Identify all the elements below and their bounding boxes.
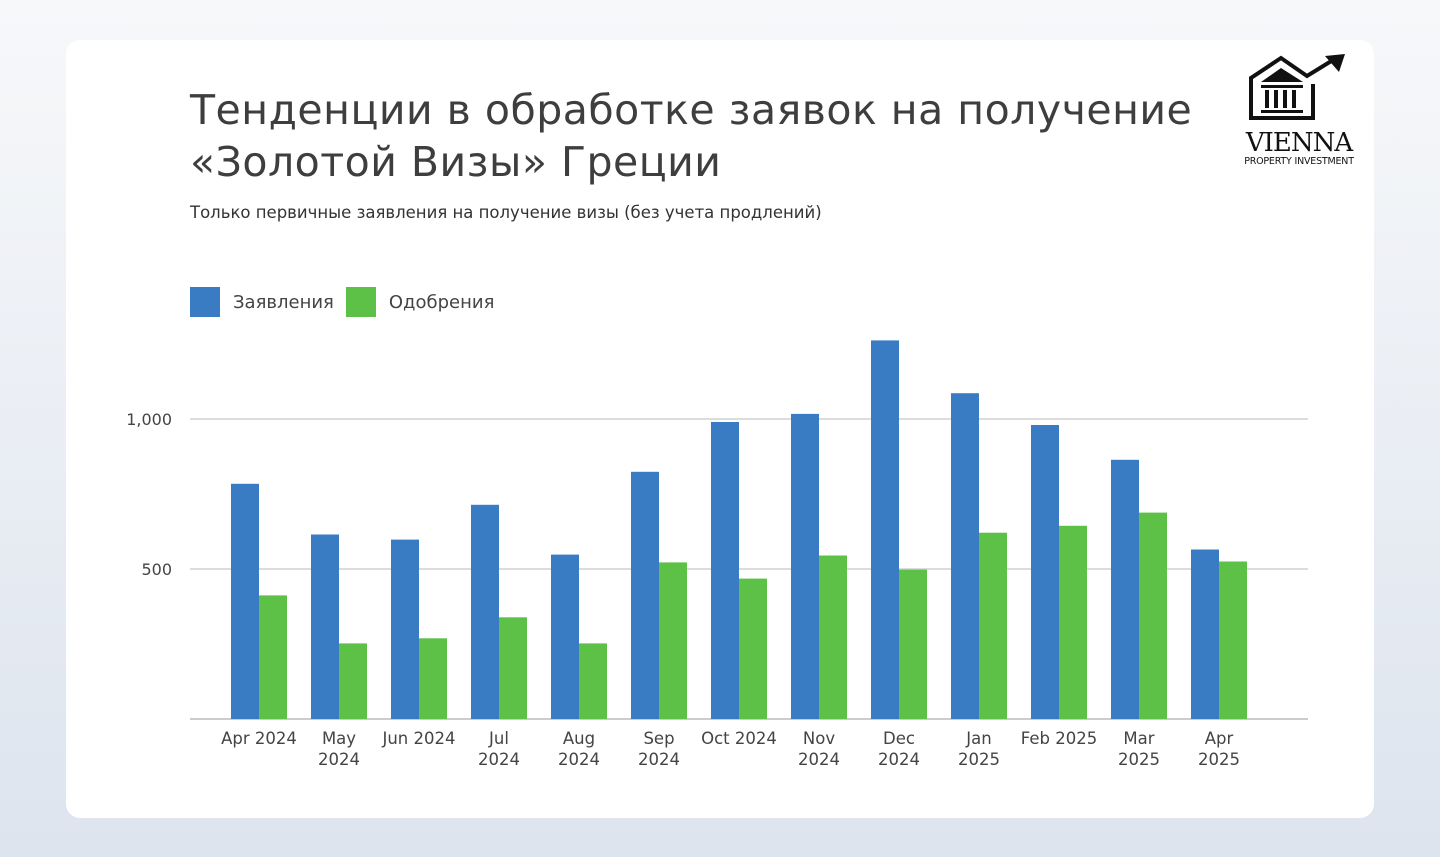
chart-title: Тенденции в обработке заявок на получени…: [190, 86, 1193, 186]
bar-approvals: [259, 595, 287, 719]
x-tick-label: Nov: [803, 729, 835, 748]
legend-swatch-applications: [190, 287, 220, 317]
bar-applications: [1191, 549, 1219, 719]
bar-approvals: [499, 617, 527, 719]
bar-applications: [1031, 425, 1059, 719]
x-tick-label: 2024: [798, 750, 840, 769]
x-tick-label: 2024: [318, 750, 360, 769]
x-tick-label: Jul: [488, 729, 509, 748]
x-tick-label: 2025: [1198, 750, 1240, 769]
bar-applications: [471, 504, 499, 719]
bar-applications: [551, 554, 579, 719]
x-tick-label: Oct 2024: [701, 729, 777, 748]
bar-applications: [311, 534, 339, 719]
x-tick-label: Feb 2025: [1021, 729, 1097, 748]
x-tick-label: 2024: [558, 750, 600, 769]
chart-legend: Заявления Одобрения: [190, 287, 506, 317]
bar-approvals: [579, 643, 607, 719]
x-tick-label: Aug: [563, 729, 595, 748]
x-tick-label: Apr 2024: [221, 729, 297, 748]
y-tick-label: 500: [141, 560, 172, 579]
bar-applications: [711, 422, 739, 719]
x-tick-label: Apr: [1205, 729, 1234, 748]
y-tick-label: 1,000: [126, 410, 172, 429]
x-tick-label: Jan: [965, 729, 991, 748]
bar-approvals: [1059, 525, 1087, 719]
bar-approvals: [659, 562, 687, 719]
x-tick-label: Mar: [1123, 729, 1154, 748]
bar-approvals: [899, 569, 927, 719]
bar-approvals: [819, 555, 847, 719]
x-tick-label: Sep: [643, 729, 674, 748]
x-tick-label: 2025: [958, 750, 1000, 769]
bar-applications: [231, 483, 259, 719]
x-tick-label: 2024: [478, 750, 520, 769]
x-tick-label: Jun 2024: [381, 729, 455, 748]
bar-approvals: [979, 532, 1007, 719]
x-tick-label: 2024: [638, 750, 680, 769]
bar-approvals: [339, 643, 367, 719]
bar-applications: [391, 539, 419, 719]
bar-applications: [1111, 459, 1139, 719]
legend-swatch-approvals: [345, 287, 376, 317]
bar-approvals: [739, 578, 767, 719]
logo-name: VIENNA: [1245, 128, 1353, 158]
logo-tagline: PROPERTY INVESTMENT: [1244, 156, 1354, 167]
bar-approvals: [1139, 512, 1167, 719]
x-tick-label: Dec: [883, 729, 915, 748]
legend-label-applications: Заявления: [233, 291, 334, 313]
chart-subtitle: Только первичные заявления на получение …: [190, 203, 822, 222]
bar-approvals: [1219, 561, 1247, 719]
x-tick-label: 2024: [878, 750, 920, 769]
bar-applications: [631, 471, 659, 719]
building-with-rising-arrow-icon: [1249, 54, 1345, 120]
bar-applications: [871, 340, 899, 719]
bar-applications: [951, 393, 979, 719]
vienna-logo: VIENNA PROPERTY INVESTMENT: [1236, 54, 1362, 167]
x-tick-label: May: [322, 729, 356, 748]
legend-label-approvals: Одобрения: [388, 291, 495, 313]
bar-applications: [791, 413, 819, 719]
x-tick-label: 2025: [1118, 750, 1160, 769]
bar-approvals: [419, 638, 447, 719]
